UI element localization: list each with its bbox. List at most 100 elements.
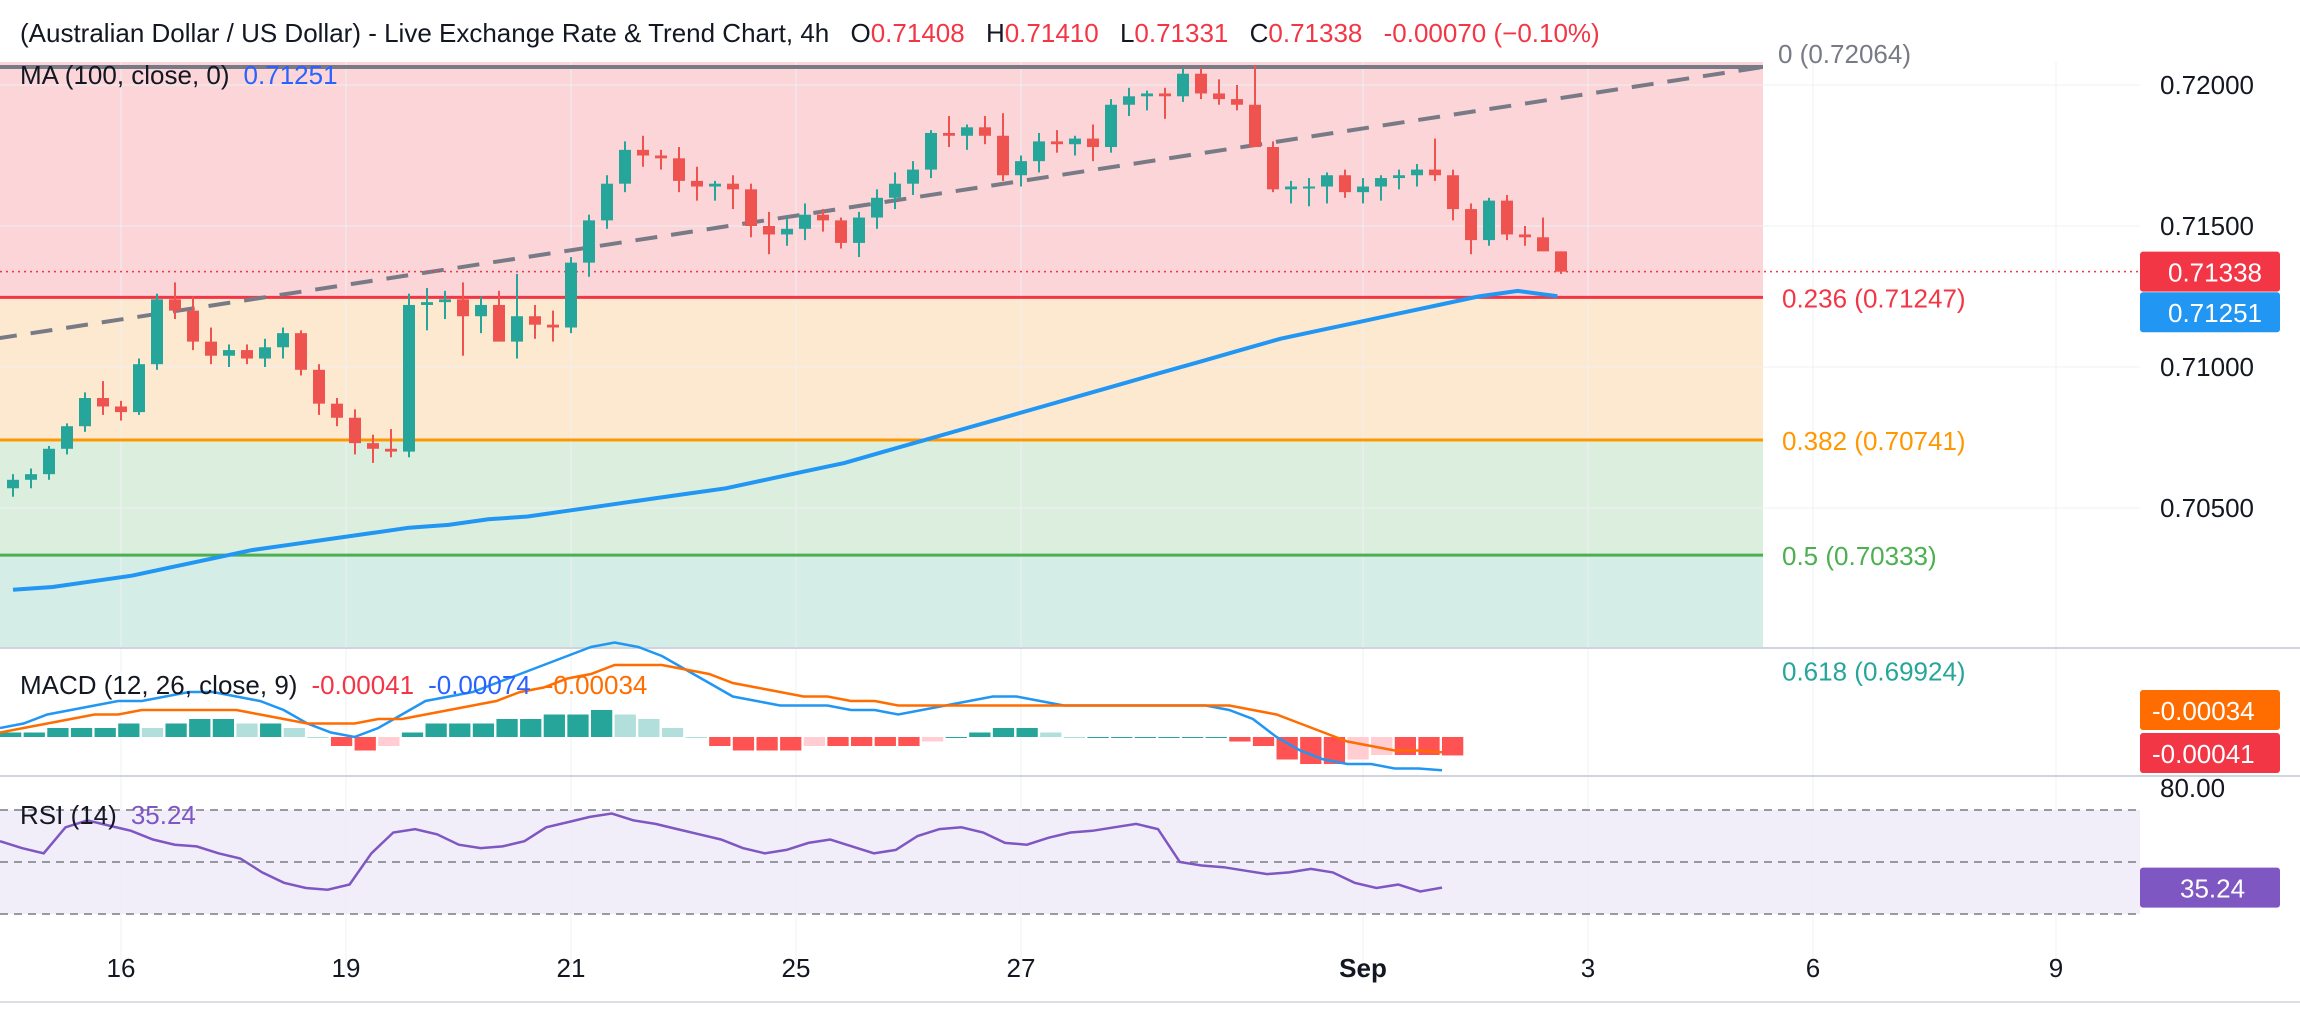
macd-hist-bar [449,723,471,737]
macd-hist-bar [307,737,329,738]
candle-body [1501,200,1513,235]
candle [1483,197,1495,246]
ma-value: 0.71251 [243,60,338,90]
candle [835,217,847,249]
candle [7,474,19,497]
rsi-line [0,812,1443,893]
candle-body [727,183,739,190]
ma-legend: MA (100, close, 0) 0.71251 [20,60,338,91]
macd-hist-bar [1111,737,1133,738]
candle-body [1015,161,1027,176]
open-value: 0.71408 [870,18,965,48]
candle-body [673,158,685,181]
candle [493,290,505,342]
price-tick: 0.72000 [2160,70,2254,100]
candle [907,161,919,195]
candle-body [1105,104,1117,148]
candle [997,113,1009,181]
rsi-legend: RSI (14) 35.24 [20,800,196,831]
candle-body [1537,237,1549,252]
fib-label-0.382: 0.382 (0.70741) [1782,426,1966,456]
macd-hist-bar [945,737,967,738]
rsi-value-tag-text: 35.24 [2180,874,2245,904]
last-price-tag [2140,251,2280,292]
trendline [0,64,1764,341]
candle-body [1123,96,1135,105]
candle [781,217,793,246]
macd-hist-bar [1347,737,1369,760]
candle [475,296,487,334]
candle [61,423,73,455]
macd-hist-bar [780,737,802,751]
candle-body [331,403,343,418]
macd-hist-bar [94,728,116,737]
candle-body [871,197,883,218]
x-tick-19: 19 [332,953,361,983]
high-value: 0.71410 [1004,18,1099,48]
macd-hist-bar [47,728,69,737]
fib-label-0: 0 (0.72064) [1778,39,1911,69]
candle-body [1159,93,1171,97]
candle [817,209,829,232]
candle [1213,79,1225,105]
macd-hist-bar [118,723,140,737]
candle [1357,178,1369,204]
candle-body [1213,93,1225,100]
candle-body [1267,147,1279,190]
candle-body [43,448,55,475]
candle [1051,130,1063,153]
candle-body [547,324,559,328]
candle-body [1033,141,1045,162]
macd-hist-bar [1181,737,1204,738]
candle-body [1375,178,1387,187]
candle [691,166,703,201]
macd-label: MACD (12, 26, close, 9) [20,670,298,700]
x-tick-27: 27 [1007,953,1036,983]
macd-hist-bar [401,732,424,737]
candle [205,327,217,365]
macd-hist-bar [732,737,755,751]
macd-hist-bar [1087,737,1109,738]
candle [295,330,307,376]
candle-body [169,299,181,311]
candle [961,124,973,150]
macd-hist-bar [1016,728,1038,737]
candle-body [529,316,541,325]
last-price-tag-text: 0.71338 [2168,258,2262,288]
fib-zone-0-0236 [0,62,1763,298]
fib-label-0.618: 0.618 (0.69924) [1782,656,1966,686]
candle [1231,85,1243,111]
candle-body [493,304,505,342]
candle [151,293,163,370]
candle [853,211,865,258]
candle [1339,169,1351,198]
candle [1519,226,1531,246]
fib-zone-0382-05 [0,440,1763,556]
macd-signal-tag-text: -0.00034 [2152,696,2255,726]
macd-hist-bar [260,723,282,737]
candle-body [61,426,73,449]
macd-hist-bar [898,737,920,746]
candle-body [655,155,667,159]
candle [367,434,379,463]
candle-body [691,180,703,187]
candle [1267,141,1279,193]
macd-hist-bar [236,723,258,737]
macd-hist-bar [614,714,636,737]
candle-body [295,333,307,370]
candle-body [889,183,901,198]
candle [547,310,559,342]
macd-hist-bar [354,737,376,751]
price-tick: 0.70500 [2160,493,2254,523]
macd-hist-bar [1040,732,1062,737]
candle-body [1465,209,1477,241]
candle-body [1429,169,1441,176]
rsi-value-tag [2140,867,2280,908]
candle [259,338,271,367]
candle [889,172,901,210]
macd-hist-bar [1276,737,1298,760]
high-label: H [985,18,1005,48]
candle-body [187,310,199,342]
candle-body [619,149,631,184]
